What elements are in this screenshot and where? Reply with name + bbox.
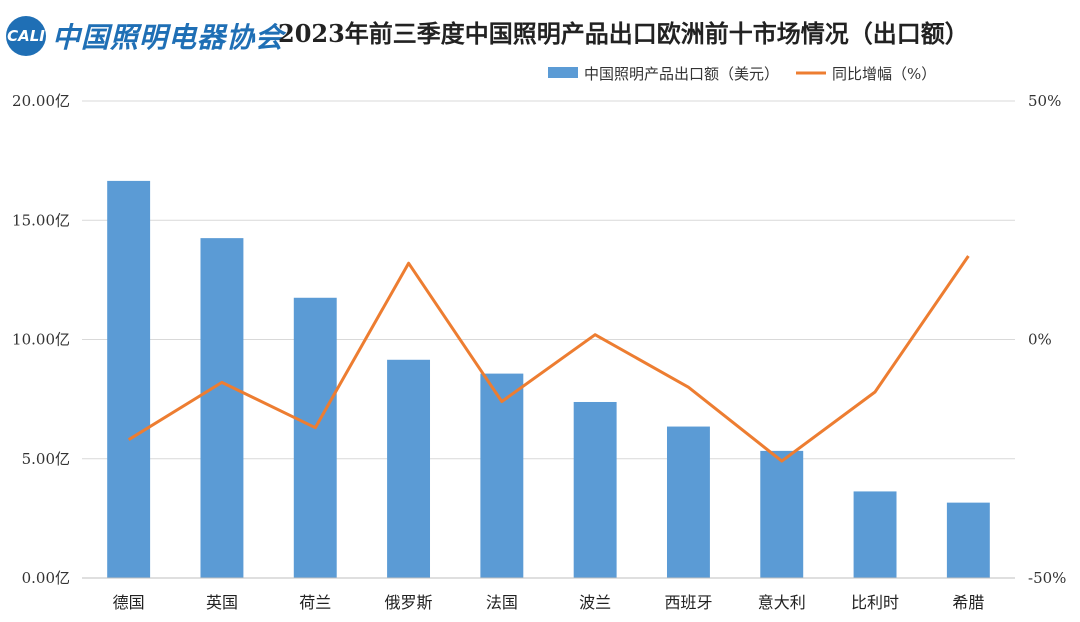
y-left-tick-label: 15.00亿 [12, 211, 70, 229]
bars-layer [107, 180, 990, 578]
legend: 中国照明产品出口额（美元） 同比增幅（%） [548, 65, 936, 83]
y-right-tick-label: -50% [1028, 569, 1066, 587]
chart-title: 2023年前三季度中国照明产品出口欧洲前十市场情况（出口额） [278, 19, 969, 48]
bar [387, 359, 431, 578]
logo-badge: CALI [6, 16, 46, 56]
x-category-label: 德国 [113, 593, 145, 612]
y-left-tick-label: 0.00亿 [22, 569, 70, 587]
x-category-label: 意大利 [758, 593, 806, 612]
bar [853, 491, 897, 578]
x-category-label: 法国 [486, 593, 518, 612]
legend-bar-label: 中国照明产品出口额（美元） [584, 65, 779, 83]
x-category-label: 荷兰 [299, 593, 331, 612]
bar [760, 450, 804, 578]
y-right-tick-label: 50% [1028, 92, 1061, 110]
axis-layer: 0.00亿 5.00亿 10.00亿 15.00亿 20.00亿 -50% 0% 50% 德国 英… [12, 92, 1066, 612]
bar [573, 401, 617, 578]
x-category-label: 俄罗斯 [385, 593, 433, 612]
legend-bar-swatch [548, 67, 578, 78]
bar [480, 373, 524, 578]
bar [666, 426, 710, 578]
logo-text: 中国照明电器协会 [52, 21, 285, 54]
x-category-label: 希腊 [952, 593, 984, 612]
growth-line [127, 255, 970, 463]
bar [107, 180, 151, 578]
y-left-tick-label: 5.00亿 [22, 450, 70, 468]
y-left-tick-label: 10.00亿 [12, 331, 70, 349]
x-category-label: 英国 [206, 593, 238, 612]
x-category-label: 比利时 [851, 593, 899, 612]
bar [200, 238, 244, 578]
y-left-tick-label: 20.00亿 [12, 92, 70, 110]
line-layer [127, 255, 970, 463]
logo: CALI 中国照明电器协会 [6, 14, 284, 58]
x-category-label: 西班牙 [664, 593, 712, 612]
x-category-label: 波兰 [579, 593, 611, 612]
legend-line-label: 同比增幅（%） [832, 65, 936, 83]
bar [946, 502, 990, 578]
y-right-tick-label: 0% [1028, 331, 1052, 349]
bar [293, 297, 337, 578]
